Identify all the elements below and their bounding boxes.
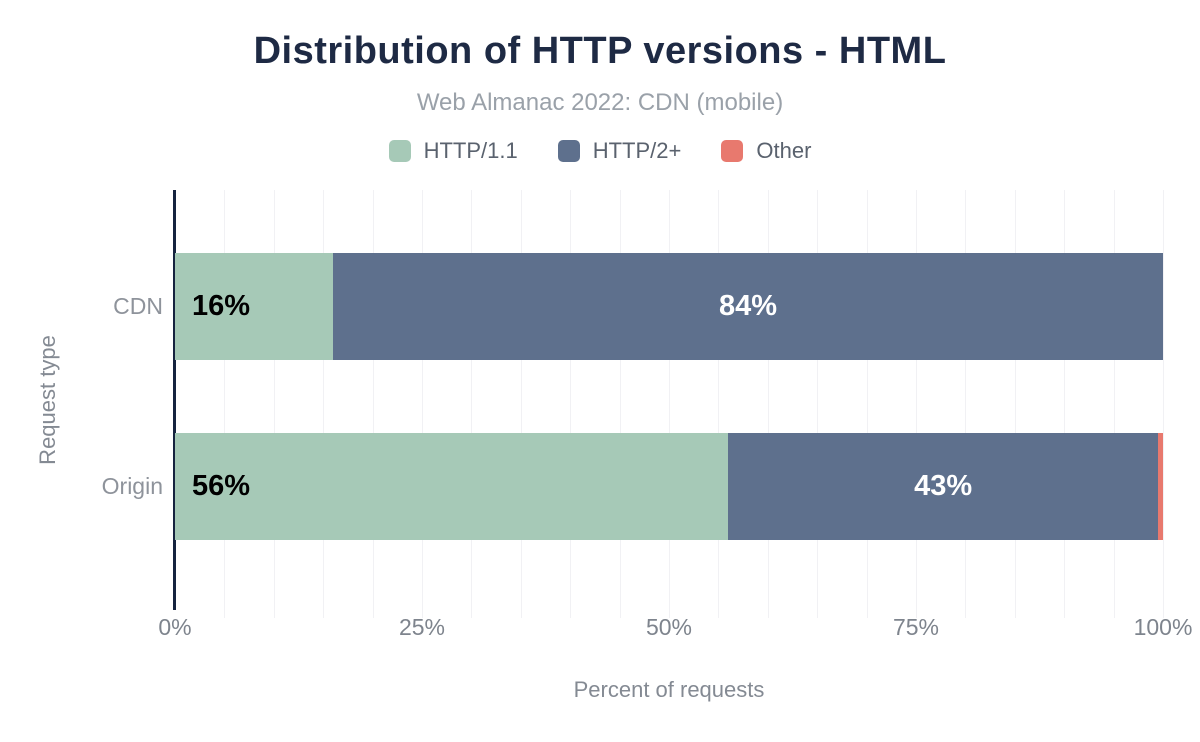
gridline <box>669 190 670 618</box>
gridline <box>570 190 572 618</box>
legend-label: Other <box>756 138 812 163</box>
bar-segment-cdn-http-2-[interactable]: 84% <box>333 253 1163 360</box>
gridline <box>224 190 226 618</box>
legend-item-other[interactable]: Other <box>721 138 811 164</box>
legend-swatch-icon <box>557 140 580 162</box>
bar-value-label: 84% <box>719 290 778 322</box>
gridline <box>718 190 720 618</box>
gridline <box>767 190 769 618</box>
gridline <box>866 190 868 618</box>
x-axis-title: Percent of requests <box>573 677 765 702</box>
x-tick-label-100: 100% <box>1133 614 1193 640</box>
plot-area: 16% 84% 56% 43% <box>173 190 1164 618</box>
gridline <box>1113 190 1115 618</box>
bar-segment-origin-http-1-1[interactable]: 56% <box>175 433 729 540</box>
bar-segment-origin-http-2-[interactable]: 43% <box>728 433 1159 540</box>
legend-label: HTTP/1.1 <box>423 138 518 163</box>
category-label-cdn: CDN <box>113 293 163 319</box>
bar-row-origin: 56% 43% <box>175 433 1163 540</box>
chart-title: Distribution of HTTP versions - HTML <box>253 30 947 72</box>
legend-swatch-icon <box>721 140 744 162</box>
bar-segment-cdn-http-1-1[interactable]: 16% <box>175 253 334 360</box>
gridline <box>1064 190 1066 618</box>
bar-row-cdn: 16% 84% <box>175 253 1163 360</box>
legend: HTTP/1.1 HTTP/2+ Other <box>0 138 1200 164</box>
bar-value-label: 16% <box>192 290 251 322</box>
bar-segment-origin-other[interactable] <box>1158 433 1163 540</box>
gridline <box>916 190 917 618</box>
gridline <box>817 190 819 618</box>
gridline <box>422 190 423 618</box>
gridline <box>273 190 275 618</box>
gridline <box>619 190 621 618</box>
x-tick-label-50: 50% <box>645 614 693 640</box>
gridline <box>323 190 325 618</box>
gridline <box>1014 190 1016 618</box>
x-tick-label-25: 25% <box>398 614 446 640</box>
gridline <box>520 190 522 618</box>
y-axis-line <box>173 190 176 610</box>
x-tick-label-75: 75% <box>892 614 940 640</box>
gridline <box>471 190 473 618</box>
x-tick-label-0: 0% <box>158 614 192 640</box>
category-label-origin: Origin <box>101 473 163 499</box>
legend-swatch-icon <box>388 140 411 162</box>
gridline <box>372 190 374 618</box>
bar-value-label: 56% <box>192 470 251 502</box>
bar-value-label: 43% <box>914 470 973 502</box>
gridline <box>965 190 967 618</box>
chart-subtitle: Web Almanac 2022: CDN (mobile) <box>416 89 784 116</box>
legend-item-http-2-[interactable]: HTTP/2+ <box>557 138 682 164</box>
gridline <box>1163 190 1164 618</box>
legend-label: HTTP/2+ <box>592 138 682 163</box>
legend-item-http-1-1[interactable]: HTTP/1.1 <box>388 138 518 164</box>
